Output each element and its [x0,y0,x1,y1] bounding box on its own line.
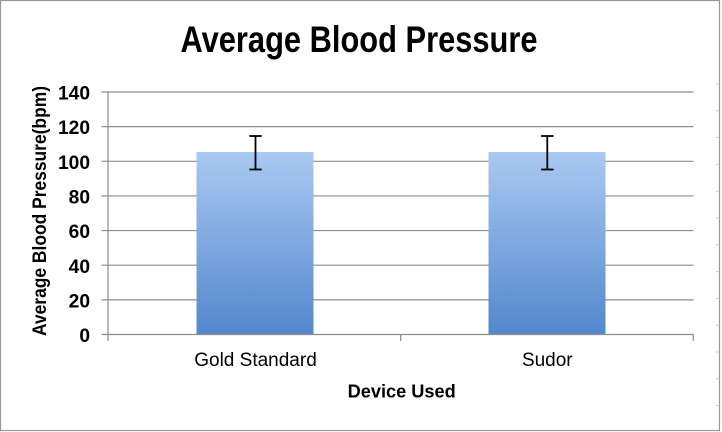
svg-text:Average Blood Pressure: Average Blood Pressure [181,18,538,60]
svg-text:Sudor: Sudor [522,350,573,371]
svg-text:Average Blood Pressure(bpm): Average Blood Pressure(bpm) [30,86,51,336]
svg-text:Gold Standard: Gold Standard [194,350,317,371]
svg-text:80: 80 [69,188,90,209]
svg-text:Device Used: Device Used [348,382,456,402]
svg-text:20: 20 [69,292,90,313]
svg-text:120: 120 [58,118,90,139]
svg-text:0: 0 [79,326,90,347]
svg-text:60: 60 [69,222,90,243]
svg-text:100: 100 [58,153,90,174]
svg-text:40: 40 [69,257,90,278]
svg-text:140: 140 [58,84,90,105]
